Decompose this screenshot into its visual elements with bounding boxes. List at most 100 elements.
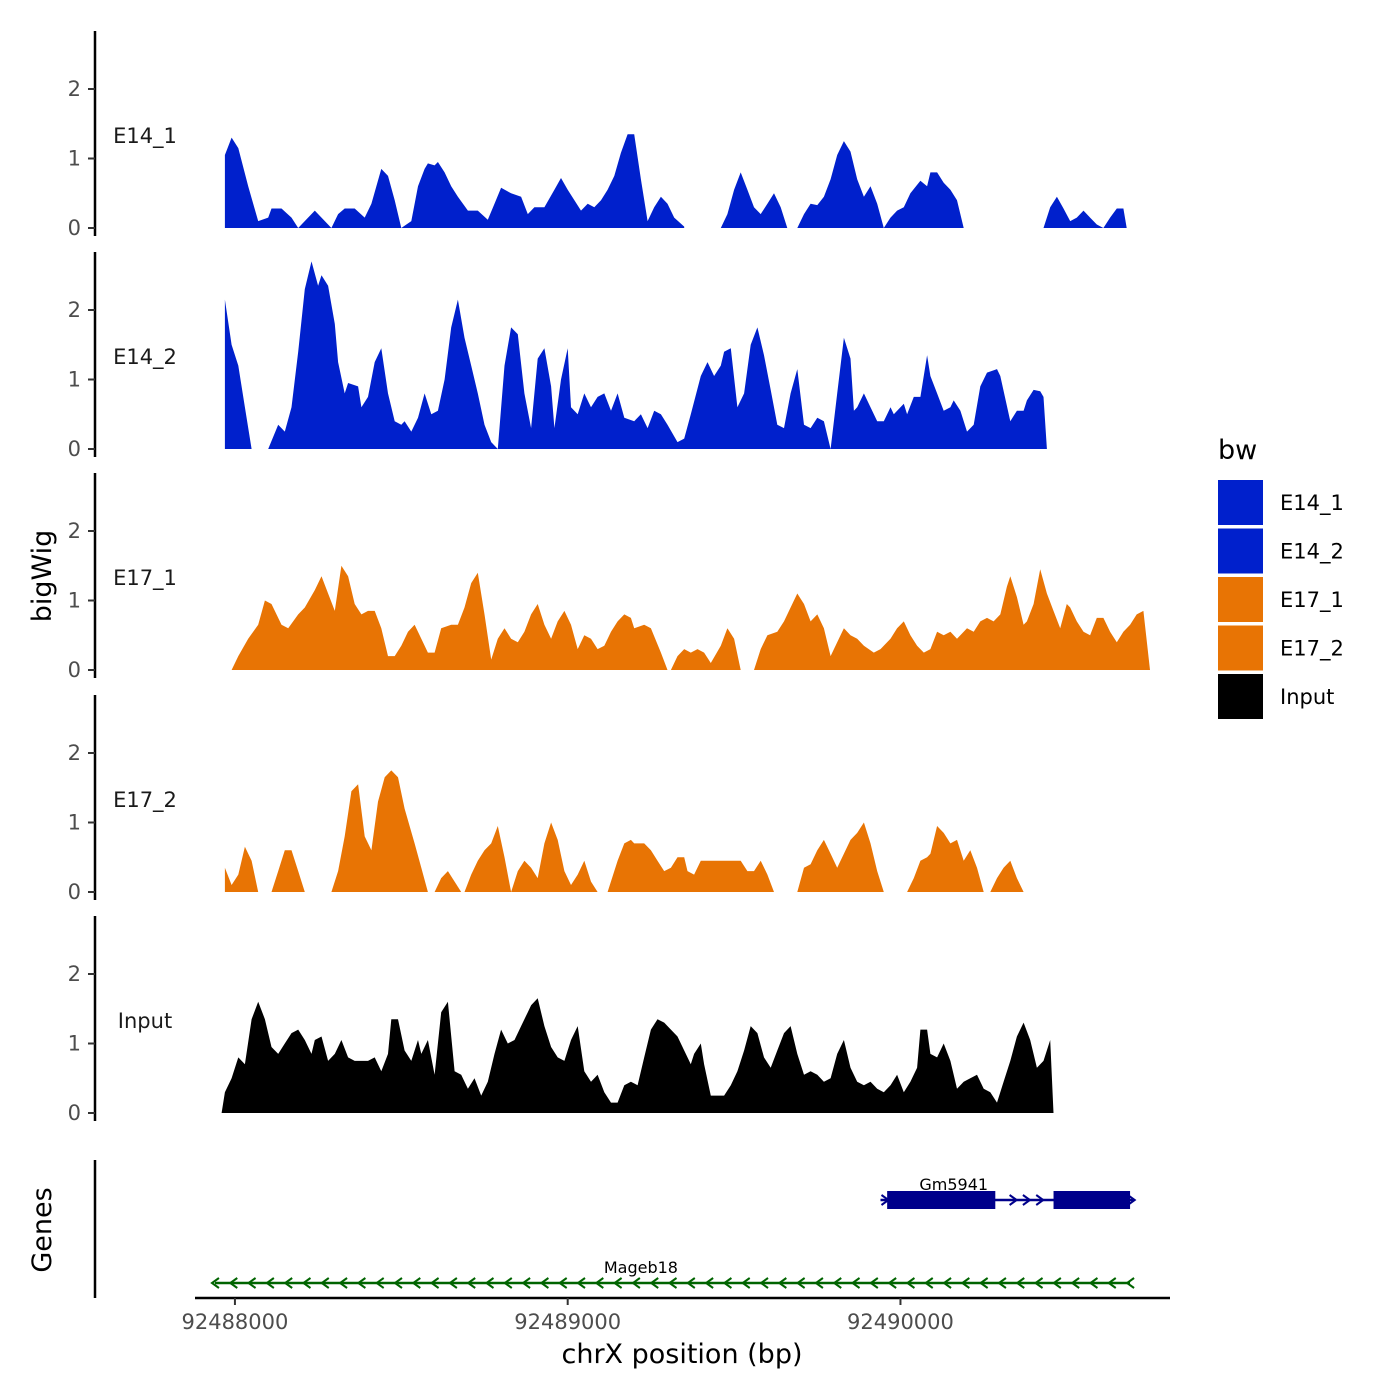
strand-arrow [667,1277,678,1289]
x-axis: 92488000 92489000 92490000 [181,1296,1170,1334]
strand-arrow [557,1277,568,1289]
coverage-area [797,141,964,228]
y-tick-label: 1 [68,147,81,171]
coverage-area [754,569,1150,670]
legend-swatch [1218,528,1263,574]
strand-arrow [686,1277,696,1289]
strand-arrow [722,1277,733,1289]
strand-arrow [1107,1277,1117,1289]
coverage-area [607,839,774,892]
legend-entry-E14_2: E14_2 [1218,528,1344,574]
coverage-area [434,871,462,892]
coverage-area [464,826,512,892]
strand-arrow [576,1277,586,1289]
strand-arrow [880,1194,891,1206]
y-tick-label: 0 [68,658,81,682]
strand-arrow [246,1277,257,1289]
y-tick-label: 0 [68,437,81,461]
legend-swatch [1218,674,1263,719]
strand-arrow [978,1277,989,1289]
strand-arrow [1022,1194,1032,1206]
y-tick-label: 2 [68,519,81,543]
strand-arrow [539,1277,549,1289]
genes-axis-title: Genes [27,1187,58,1272]
strand-arrow [429,1277,440,1289]
coverage-area [231,565,668,670]
legend-title: bw [1218,435,1257,466]
strand-arrow [466,1277,476,1289]
strand-arrow [997,1277,1007,1289]
coverage-area [224,134,685,228]
legend-label: E14_2 [1280,540,1344,565]
track-label: E17_2 [113,788,177,813]
tracks-layer: 0 1 2 E14_1 0 1 2 E14_2 0 1 2 E17_1 0 1 2 E17_2 0 1 2 Input [68,31,1150,1125]
strand-arrow [210,1277,220,1289]
y-tick-label: 0 [68,1101,81,1125]
coverage-area [224,299,252,449]
x-tick-label: 92488000 [181,1310,288,1334]
gene-exon [1053,1191,1131,1209]
x-tick-label: 92489000 [514,1310,621,1334]
y-tick-label: 1 [68,811,81,835]
coverage-area [1043,196,1127,228]
gene-label: Mageb18 [604,1258,678,1277]
y-tick-label: 2 [68,962,81,986]
legend-label: E17_2 [1280,637,1344,662]
track-E17_1: 0 1 2 E17_1 [68,473,1150,682]
legend-entry-E17_2: E17_2 [1218,625,1344,671]
legend-label: E14_1 [1280,491,1344,516]
gene-label: Gm5941 [919,1175,988,1194]
track-E14_1: 0 1 2 E14_1 [68,31,1127,240]
strand-arrow [1088,1277,1099,1289]
strand-arrow [503,1277,513,1289]
strand-arrow [1125,1277,1135,1289]
strand-arrow [704,1277,714,1289]
y-axis-title: bigWig [27,530,58,623]
strand-arrow [869,1277,879,1289]
y-tick-label: 2 [68,298,81,322]
strand-arrow [1009,1194,1019,1206]
legend: bw E14_1 E14_2 E17_1 E17_2 Input [1218,435,1344,719]
coverage-area [907,826,984,892]
strand-arrow [393,1277,403,1289]
strand-arrow [887,1277,897,1289]
track-label: E14_2 [113,345,177,370]
coverage-area [268,261,1047,449]
strand-arrow [942,1277,952,1289]
track-label: Input [118,1009,172,1033]
strand-arrow [814,1277,824,1289]
strand-arrow [338,1277,348,1289]
coverage-area [221,998,1054,1113]
track-E17_2: 0 1 2 E17_2 [68,695,1024,904]
strand-arrow [960,1277,970,1289]
gene-exon [887,1191,996,1209]
y-tick-label: 1 [68,589,81,613]
strand-arrow [1033,1277,1044,1289]
y-tick-label: 1 [68,1032,81,1056]
strand-arrow [631,1277,641,1289]
coverage-area [797,822,884,892]
legend-label: E17_1 [1280,588,1344,613]
y-tick-label: 1 [68,368,81,392]
gene-Gm5941: Gm5941 [880,1175,1137,1209]
legend-swatch [1218,480,1263,525]
genes-layer: Gm5941 Mageb18 [93,1160,1137,1298]
strand-arrow [649,1277,659,1289]
strand-arrow [741,1277,751,1289]
y-tick-label: 2 [68,77,81,101]
strand-arrow [283,1277,293,1289]
strand-arrow [777,1277,787,1289]
strand-arrow [1052,1277,1062,1289]
y-tick-label: 2 [68,741,81,765]
strand-arrow [448,1277,458,1289]
gene-Mageb18: Mageb18 [210,1258,1135,1289]
strand-arrow [228,1277,238,1289]
y-tick-label: 0 [68,216,81,240]
strand-arrow [924,1277,934,1289]
track-label: E14_1 [113,124,177,149]
strand-arrow [374,1277,385,1289]
coverage-area [720,172,788,228]
x-axis-title: chrX position (bp) [561,1339,802,1370]
coverage-area [990,860,1024,892]
